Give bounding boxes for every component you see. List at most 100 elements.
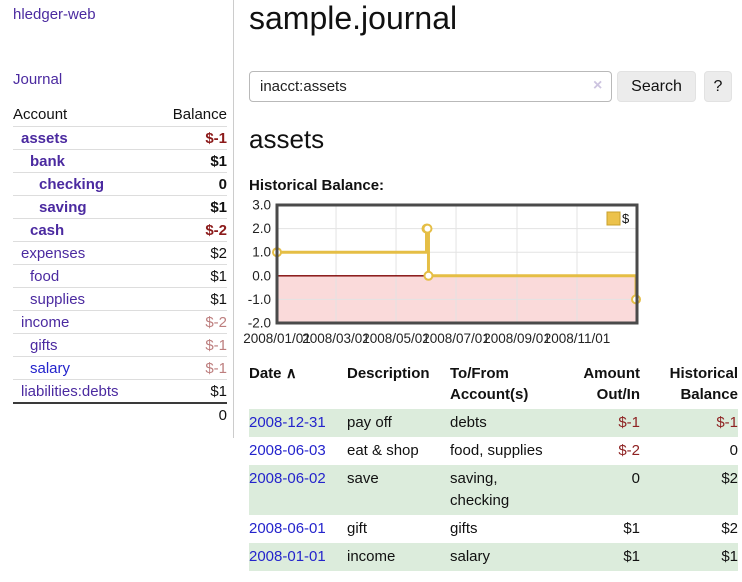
historical-balance-chart: $3.0 2.0 1.0 0.0 -1.0 -2.0 2008/01/01 2008/03/0… xyxy=(0,198,742,352)
data-point-marker[interactable] xyxy=(422,223,433,234)
transaction-row[interactable]: 2008-06-03 eat & shop food, supplies $-2 0 xyxy=(249,437,738,465)
transaction-description: income xyxy=(347,548,396,565)
transaction-description: save xyxy=(347,470,379,487)
register-header-accounts: To/From Account(s) xyxy=(450,365,529,403)
x-tick-label: 2008/01/01 xyxy=(243,331,311,346)
register-header-balance: Historical Balance xyxy=(669,365,738,403)
x-tick-label: 2008/11/01 xyxy=(544,331,611,346)
x-tick-label: 2008/05/01 xyxy=(362,331,430,346)
account-balance: $1 xyxy=(154,286,227,310)
account-link[interactable]: liabilities:debts xyxy=(21,382,119,400)
transaction-amount: $1 xyxy=(623,520,640,537)
transaction-date-link[interactable]: 2008-06-01 xyxy=(249,520,326,537)
account-row: liabilities:debts $1 xyxy=(13,378,227,403)
account-row: supplies $1 xyxy=(13,286,227,310)
transaction-description: gift xyxy=(347,520,368,537)
register-header-description: Description xyxy=(347,365,430,382)
account-link[interactable]: cash xyxy=(30,221,65,239)
transaction-date-link[interactable]: 2008-06-02 xyxy=(249,470,326,487)
register-header-date[interactable]: Date ∧ xyxy=(249,365,297,382)
legend-swatch xyxy=(606,211,621,226)
data-point-marker[interactable] xyxy=(423,270,434,281)
register-header-amount: Amount Out/In xyxy=(583,365,640,403)
register-table: Date ∧ Description To/From Account(s) Am… xyxy=(249,363,738,571)
account-link[interactable]: saving xyxy=(39,198,87,216)
transaction-date-link[interactable]: 2008-12-31 xyxy=(249,414,326,431)
account-link[interactable]: expenses xyxy=(21,244,86,262)
account-link[interactable]: salary xyxy=(30,359,71,377)
transaction-row[interactable]: 2008-06-01 gift gifts $1 $2 xyxy=(249,515,738,543)
accounts-total-balance: 0 xyxy=(154,401,227,426)
search-input[interactable] xyxy=(249,71,612,102)
account-link[interactable]: supplies xyxy=(30,290,86,308)
x-tick-label: 2008/07/01 xyxy=(422,331,490,346)
transaction-amount: 0 xyxy=(631,470,640,487)
account-balance: $1 xyxy=(154,263,227,287)
account-link[interactable]: food xyxy=(30,267,60,285)
sidebar-item-journal[interactable]: Journal xyxy=(13,71,63,88)
account-row: food $1 xyxy=(13,263,227,287)
account-balance: $-2 xyxy=(154,217,227,241)
account-table-header: Account Balance xyxy=(13,103,227,126)
account-row: cash $-2 xyxy=(13,217,227,241)
transaction-row[interactable]: 2008-06-02 save saving, checking 0 $2 xyxy=(249,465,738,515)
account-link[interactable]: gifts xyxy=(30,336,58,354)
x-tick-label: 2008/09/01 xyxy=(483,331,551,346)
account-row: saving $1 xyxy=(13,194,227,218)
transaction-description: eat & shop xyxy=(347,442,419,459)
account-row: expenses $2 xyxy=(13,240,227,264)
y-tick-label: 0.0 xyxy=(252,268,271,283)
clear-search-icon[interactable]: × xyxy=(593,77,603,94)
account-row: salary $-1 xyxy=(13,355,227,379)
balance-column-header: Balance xyxy=(172,106,227,124)
account-link[interactable]: assets xyxy=(21,129,68,147)
account-balance-table: Account Balance assets $-1 bank $1 checking 0… xyxy=(13,103,227,426)
transaction-row[interactable]: 2008-12-31 pay off debts $-1 $-1 xyxy=(249,409,738,437)
register-header-row: Date ∧ Description To/From Account(s) Am… xyxy=(249,363,738,409)
account-balance: $1 xyxy=(154,194,227,218)
y-tick-label: -2.0 xyxy=(248,316,271,331)
account-balance: $-2 xyxy=(154,309,227,333)
filtered-account-heading: assets xyxy=(249,124,325,154)
transaction-description: pay off xyxy=(347,414,392,431)
sidebar: hledger-web Journal Account Balance asse… xyxy=(0,0,234,438)
chart-heading: Historical Balance: xyxy=(249,177,385,194)
legend-label: $ xyxy=(622,211,630,226)
account-row: income $-2 xyxy=(13,309,227,333)
account-link[interactable]: checking xyxy=(39,175,105,193)
account-balance: $-1 xyxy=(154,355,227,379)
transaction-accounts: saving, checking xyxy=(450,470,510,509)
chart-canvas: $3.0 2.0 1.0 0.0 -1.0 -2.02008/01/012008/03/0… xyxy=(243,198,641,346)
account-link[interactable]: bank xyxy=(30,152,66,170)
transaction-balance: $1 xyxy=(721,548,738,565)
y-tick-label: 2.0 xyxy=(252,221,271,236)
transaction-balance: $2 xyxy=(721,470,738,487)
sort-ascending-icon[interactable]: ∧ xyxy=(285,365,297,382)
account-row: gifts $-1 xyxy=(13,332,227,356)
account-balance: $1 xyxy=(154,148,227,172)
app-title[interactable]: hledger-web xyxy=(13,6,96,23)
y-tick-label: 1.0 xyxy=(252,245,271,260)
account-column-header: Account xyxy=(13,106,68,124)
x-tick-label: 2008/03/01 xyxy=(302,331,370,346)
transaction-accounts: salary xyxy=(450,548,491,565)
account-row: bank $1 xyxy=(13,148,227,172)
transaction-row[interactable]: 2008-01-01 income salary $1 $1 xyxy=(249,543,738,571)
plot-border xyxy=(275,203,639,325)
search-button[interactable]: Search xyxy=(617,71,696,102)
account-balance: $-1 xyxy=(154,332,227,356)
account-balance: $-1 xyxy=(154,125,227,149)
transaction-date-link[interactable]: 2008-01-01 xyxy=(249,548,326,565)
account-table-body: Account Balance assets $-1 bank $1 checking 0… xyxy=(13,103,227,426)
account-row: assets $-1 xyxy=(13,125,227,149)
y-tick-label: -1.0 xyxy=(248,292,271,307)
transaction-date-link[interactable]: 2008-06-03 xyxy=(249,442,326,459)
account-balance: 0 xyxy=(154,171,227,195)
help-button[interactable]: ? xyxy=(704,71,732,102)
transaction-balance: $-1 xyxy=(716,414,738,431)
transaction-amount: $-1 xyxy=(618,414,640,431)
accounts-total-row: 0 xyxy=(13,401,227,426)
transaction-balance: $2 xyxy=(721,520,738,537)
account-link[interactable]: income xyxy=(21,313,70,331)
account-balance: $2 xyxy=(154,240,227,264)
